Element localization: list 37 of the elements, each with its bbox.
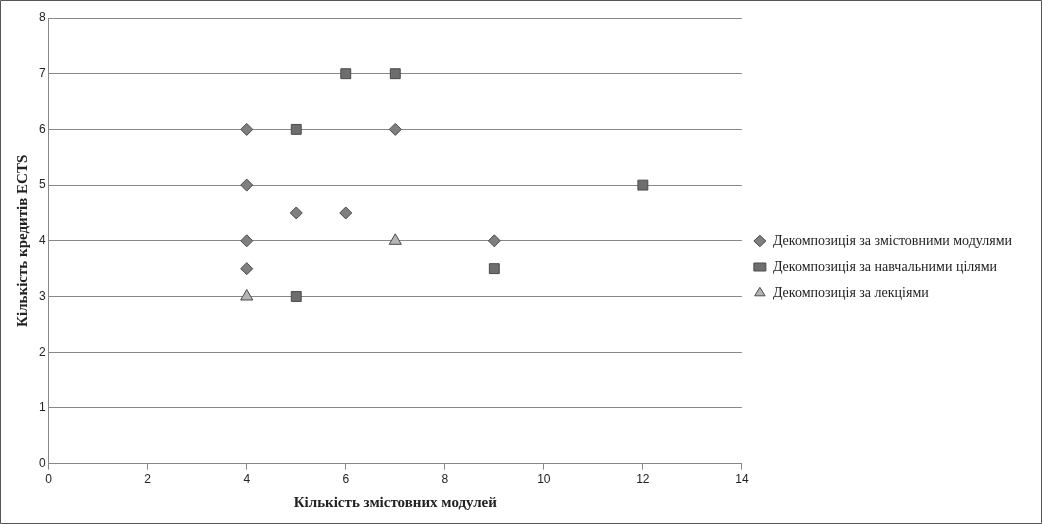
legend-label: Декомпозиція за змістовними модулями: [772, 232, 1013, 248]
point: [340, 68, 352, 80]
point: [487, 234, 501, 248]
point: [240, 234, 254, 248]
x-tick-label: 14: [735, 472, 749, 487]
point: [388, 233, 402, 245]
legend-label: Декомпозиція за лекціями: [772, 284, 930, 300]
y-tick-label: 3: [38, 288, 46, 303]
y-tick-label: 2: [38, 344, 46, 359]
point: [240, 178, 254, 192]
y-tick-label: 6: [38, 121, 46, 136]
point: [240, 122, 254, 136]
point: [637, 179, 649, 191]
point: [389, 68, 401, 80]
y-tick-label: 1: [38, 400, 46, 415]
point: [240, 262, 254, 276]
y-tick-label: 5: [38, 177, 46, 192]
y-tick-label: 4: [38, 233, 46, 248]
point: [290, 123, 302, 135]
x-tick-label: 4: [243, 472, 251, 487]
y-tick-label: 7: [38, 66, 46, 81]
x-tick-label: 2: [144, 472, 152, 487]
point: [488, 263, 500, 275]
y-tick-label: 0: [38, 455, 46, 470]
x-axis-title: Кількість змістовних модулей: [293, 493, 498, 510]
point: [289, 206, 303, 220]
point: [290, 291, 302, 302]
legend-label: Декомпозиція за навчальними цілями: [772, 258, 998, 274]
x-tick-label: 12: [636, 472, 650, 487]
x-tick-label: 8: [441, 472, 449, 487]
point: [339, 206, 353, 220]
x-tick-label: 10: [537, 472, 551, 487]
y-axis-title: Кількість кредитів ECTS: [13, 154, 30, 327]
point: [388, 122, 402, 136]
x-tick-label: 6: [342, 472, 350, 487]
y-tick-label: 8: [38, 10, 46, 25]
point: [240, 289, 254, 301]
